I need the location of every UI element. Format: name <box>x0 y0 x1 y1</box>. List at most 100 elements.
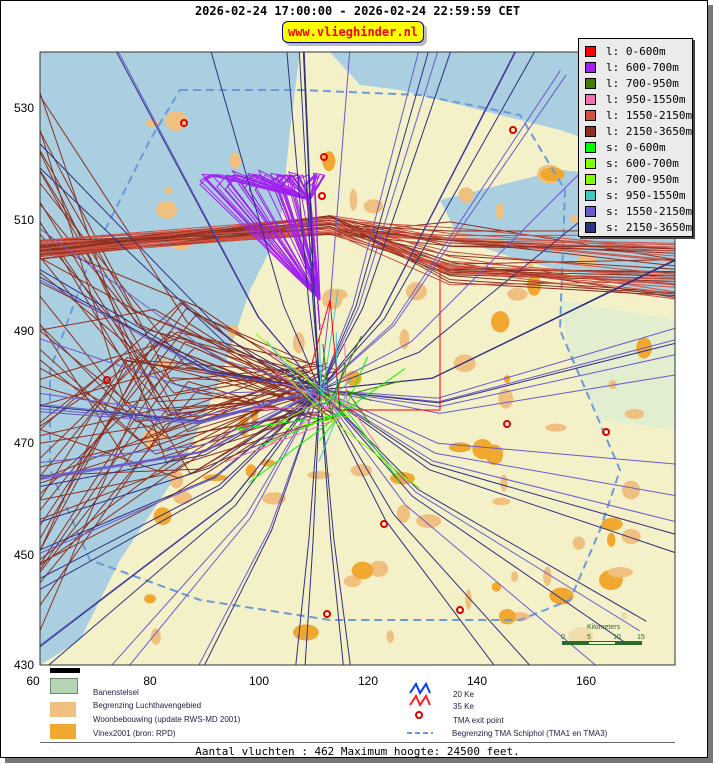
tma-exit-point <box>180 119 188 127</box>
flight-track <box>319 342 675 404</box>
flight-track <box>40 338 321 395</box>
urban-area <box>399 328 410 350</box>
brand-badge[interactable]: www.vlieghinder.nl <box>282 21 424 43</box>
urban-area <box>608 379 617 390</box>
flight-track <box>319 163 651 391</box>
flight-track <box>319 389 640 632</box>
tma-exit-points <box>103 119 610 618</box>
flight-track <box>271 395 335 427</box>
flight-track <box>319 374 675 414</box>
urban-area <box>601 517 623 531</box>
flight-track <box>40 370 336 480</box>
urban-area <box>169 469 184 489</box>
urban-area <box>606 532 616 547</box>
urban-area <box>572 536 585 550</box>
flight-track <box>40 219 675 276</box>
flight-track <box>40 356 317 500</box>
urban-area <box>495 203 505 220</box>
y-tick: 510 <box>14 213 34 227</box>
vinex-swatch <box>50 724 76 739</box>
flight-track <box>40 215 675 297</box>
urban-area <box>349 188 358 211</box>
time-range-title: 2026-02-24 17:00:00 - 2026-02-24 22:59:5… <box>194 4 521 18</box>
flight-track <box>40 215 675 280</box>
flight-track <box>203 389 321 665</box>
scale-tick: 10 <box>613 634 621 641</box>
housing-label: Woonbebouwing (update RWS-MD 2001) <box>93 715 241 724</box>
legend-label: s: 700-950m <box>606 172 679 186</box>
x-tick: 120 <box>358 674 378 688</box>
legend-item: s: 1550-2150m <box>585 204 692 218</box>
flight-track <box>40 381 315 573</box>
flight-track <box>248 414 340 484</box>
housing-swatch <box>50 702 76 717</box>
urban-area <box>503 375 511 383</box>
scale-tick: 0 <box>561 634 565 641</box>
flight-track <box>40 129 305 404</box>
legend-label: s: 1550-2150m <box>606 204 693 218</box>
flight-track <box>286 52 321 391</box>
urban-area <box>245 464 257 478</box>
scale-tick: 15 <box>637 634 645 641</box>
x-tick: 160 <box>576 674 596 688</box>
urban-area <box>405 282 427 301</box>
flight-track <box>40 222 675 260</box>
tma-exit-label: TMA exit point <box>453 716 504 725</box>
legend-swatch <box>585 45 596 57</box>
flight-track <box>115 52 321 391</box>
legend-swatch <box>585 141 596 153</box>
flight-track <box>237 174 321 331</box>
flight-track <box>260 368 406 447</box>
x-tick: 80 <box>143 674 157 688</box>
flight-track <box>40 417 331 566</box>
flight-track <box>233 356 368 431</box>
legend-swatch <box>585 125 596 137</box>
flight-track <box>319 52 451 391</box>
tma-exit-point <box>602 428 610 436</box>
flight-track <box>303 52 321 391</box>
flight-track <box>319 389 647 622</box>
urban-area <box>396 504 410 523</box>
flight-track <box>40 348 331 455</box>
flight-track <box>40 409 328 484</box>
flight-track <box>319 354 675 408</box>
flight-track <box>319 389 344 665</box>
flight-track <box>40 389 321 523</box>
legend-label: l: 600-700m <box>606 60 679 74</box>
flight-track <box>129 389 321 665</box>
urban-area <box>260 459 276 467</box>
flight-track <box>40 167 321 391</box>
urban-area <box>492 497 511 506</box>
flight-track <box>48 389 321 665</box>
legend-swatch <box>585 189 596 201</box>
scale-tick: 5 <box>587 634 591 641</box>
flight-track <box>319 52 419 391</box>
flight-track <box>319 389 675 497</box>
flight-track <box>260 383 339 451</box>
flight-track <box>319 389 597 665</box>
urban-area <box>322 151 336 172</box>
plot-border <box>39 51 676 666</box>
urban-area <box>229 152 241 169</box>
x-tick: 140 <box>467 674 487 688</box>
ke20-label: 20 Ke <box>453 690 474 699</box>
flight-track <box>40 301 305 477</box>
airport-boundary-label: Begrenzing Luchthavengebied <box>93 701 202 710</box>
flight-track <box>40 222 675 275</box>
legend-label: l: 2150-3650m <box>606 124 693 138</box>
urban-area <box>369 560 389 577</box>
tma-exit-icon <box>415 711 423 719</box>
urban-area <box>363 199 383 214</box>
flight-track <box>306 335 362 405</box>
tma-exit-point <box>380 520 388 528</box>
flight-track <box>40 257 315 387</box>
tma-exit-point <box>509 126 517 134</box>
legend-item: s: 950-1550m <box>585 188 685 202</box>
flight-track <box>40 227 675 257</box>
flight-track <box>319 389 531 665</box>
flight-track <box>319 74 567 391</box>
tma-boundary <box>49 89 622 621</box>
